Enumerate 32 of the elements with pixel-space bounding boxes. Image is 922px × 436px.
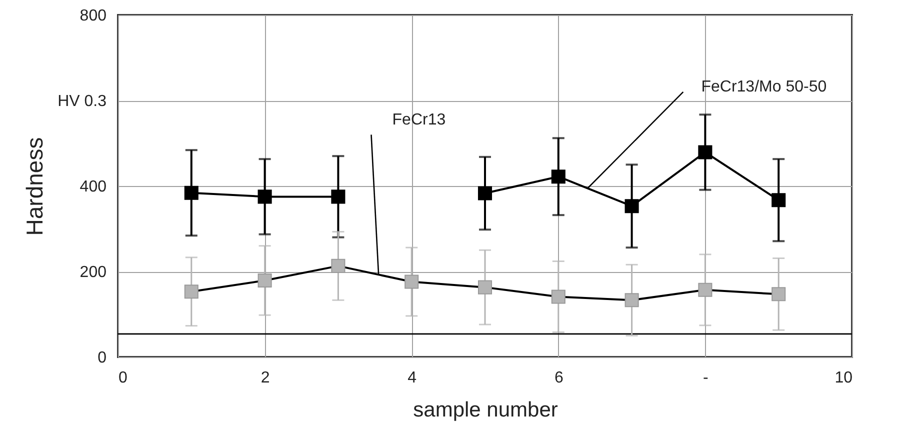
point — [551, 170, 566, 184]
point — [184, 284, 198, 299]
point — [772, 287, 786, 302]
text: FeCr13/Mo 50-50 — [701, 78, 827, 96]
point — [258, 190, 272, 204]
point — [698, 145, 712, 160]
point — [258, 273, 272, 288]
point — [772, 193, 786, 208]
point — [184, 186, 198, 200]
y-tick-label: 0 — [98, 350, 107, 366]
x-tick-label: - — [703, 370, 708, 386]
y-tick-label: 200 — [80, 264, 107, 281]
point — [404, 274, 419, 289]
y-tick-label: 800 — [80, 8, 107, 24]
point — [478, 186, 492, 200]
x-tick-label: 4 — [408, 370, 417, 386]
x-axis-title: sample number — [413, 398, 558, 422]
point — [624, 293, 639, 308]
x-tick-label: 10 — [834, 370, 853, 386]
point — [478, 280, 492, 294]
text: FeCr13 — [392, 111, 446, 128]
x-tick-label: 2 — [260, 370, 270, 386]
point — [331, 258, 346, 273]
point — [551, 290, 566, 304]
y-tick-label: 400 — [80, 178, 107, 196]
point — [624, 199, 639, 214]
y-tick-label: HV 0.3 — [58, 93, 107, 110]
y-axis-title: Hardness — [22, 137, 48, 236]
x-tick-label: 6 — [554, 370, 564, 386]
point — [331, 190, 346, 204]
point — [698, 282, 712, 297]
x-tick-label: 0 — [118, 370, 128, 386]
